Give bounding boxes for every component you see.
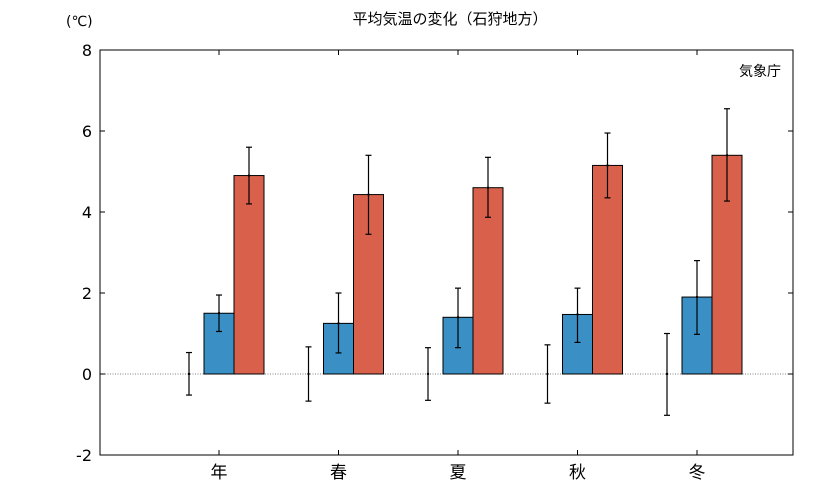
x-tick-label: 秋 bbox=[569, 463, 586, 483]
mean-point bbox=[367, 193, 370, 196]
mean-point bbox=[217, 312, 221, 315]
plot-frame bbox=[99, 49, 794, 456]
mean-point bbox=[695, 295, 699, 299]
x-tick-label: 春 bbox=[330, 463, 347, 483]
y-tick-label: 0 bbox=[82, 365, 92, 384]
mean-point bbox=[546, 372, 549, 376]
mean-point bbox=[665, 372, 669, 376]
mean-point bbox=[486, 186, 490, 189]
mean-point bbox=[725, 154, 729, 157]
y-tick-label: -2 bbox=[76, 446, 92, 465]
bar bbox=[233, 175, 265, 375]
mean-point bbox=[456, 316, 460, 319]
source-label: 気象庁 bbox=[739, 64, 781, 80]
mean-point bbox=[606, 164, 609, 167]
mean-point bbox=[337, 322, 340, 325]
mean-point bbox=[187, 372, 191, 376]
x-tick-label: 年 bbox=[211, 463, 228, 483]
bar bbox=[353, 194, 384, 375]
chart-title: 平均気温の変化（石狩地方） bbox=[352, 10, 547, 28]
unit-label: (℃) bbox=[66, 14, 93, 30]
y-tick-label: 8 bbox=[82, 41, 92, 60]
y-tick-label: 4 bbox=[82, 203, 92, 222]
y-tick-label: 2 bbox=[82, 284, 92, 303]
x-tick-label: 夏 bbox=[450, 463, 467, 483]
mean-point bbox=[426, 372, 430, 376]
x-tick-label: 冬 bbox=[689, 463, 706, 483]
y-tick-label: 6 bbox=[82, 122, 92, 141]
mean-point bbox=[576, 313, 579, 316]
mean-point bbox=[307, 372, 310, 376]
mean-point bbox=[247, 174, 251, 177]
